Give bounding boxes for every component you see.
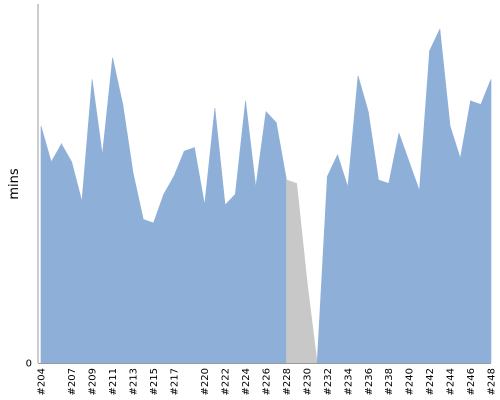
x-tick-label: #242: [425, 368, 436, 395]
area-segment-205: [50, 142, 62, 364]
area-segment-228: [286, 179, 297, 364]
x-tick-label: #220: [200, 368, 211, 395]
x-tick-label: #228: [282, 368, 293, 395]
area-segment-241: [419, 50, 430, 364]
area-segment-225: [255, 111, 267, 364]
area-segment-217: [173, 151, 185, 364]
area-segment-218: [183, 147, 195, 364]
y-axis-title: mins: [7, 168, 22, 200]
area-segment-206: [61, 142, 72, 364]
x-tick-label: #232: [323, 368, 334, 395]
x-tick-label: #211: [108, 368, 119, 395]
area-segment-245: [460, 100, 471, 364]
x-tick-label: #222: [221, 368, 232, 395]
area-segment-238: [388, 133, 400, 364]
x-tick-label: #204: [37, 368, 48, 395]
area-segment-247: [480, 79, 492, 364]
x-tick-label: #238: [384, 368, 395, 395]
x-tick-label: #236: [364, 368, 375, 395]
area-segment-210: [102, 57, 113, 364]
area-segment-223: [235, 100, 246, 364]
area-segment-207: [71, 161, 83, 364]
area-segment-216: [163, 175, 175, 364]
area-segment-213: [132, 172, 144, 364]
area-segment-227: [275, 122, 287, 364]
area-segment-233: [337, 154, 349, 364]
area-segment-242: [429, 29, 441, 364]
area-segment-224: [245, 100, 257, 364]
x-tick-label: #224: [241, 368, 252, 395]
x-tick-label: #234: [343, 368, 354, 395]
x-tick-label: #207: [67, 368, 78, 395]
area-segment-229: [296, 183, 308, 364]
x-tick-label: #217: [169, 368, 180, 395]
area-segment-240: [408, 161, 420, 364]
tick-layer: #204 #207 #209 #211 #213 #215 #217 #220 #222 #224…: [26, 359, 498, 396]
area-segment-239: [398, 133, 410, 364]
area-segment-219: [194, 147, 205, 364]
area-segment-236: [367, 111, 379, 364]
area-segment-209: [91, 79, 103, 364]
area-segment-222: [224, 193, 236, 364]
x-tick-label: #240: [405, 368, 416, 395]
area-segment-237: [378, 179, 390, 364]
area-segment-231: [316, 176, 328, 364]
area-segment-211: [112, 57, 124, 364]
area-segment-208: [81, 79, 93, 364]
area-segment-212: [122, 104, 134, 364]
x-tick-label: #248: [487, 368, 498, 395]
area-segment-234: [347, 75, 359, 364]
x-tick-label: #230: [302, 368, 313, 395]
x-tick-label: #215: [149, 368, 160, 395]
area-segment-235: [357, 75, 369, 364]
area-segment-221: [214, 108, 226, 364]
area-segment-243: [439, 29, 451, 364]
area-segment-244: [449, 125, 461, 364]
area-segment-220: [204, 108, 216, 364]
area-segment-232: [327, 154, 338, 364]
x-tick-label: #209: [88, 368, 99, 395]
x-tick-label: #213: [129, 368, 140, 395]
area-segment-204: [40, 125, 52, 364]
x-tick-label: #246: [466, 368, 477, 395]
y-tick-label: 0: [26, 359, 32, 370]
area-segment-246: [470, 100, 482, 364]
area-segment-214: [142, 218, 154, 364]
area-segment-215: [153, 194, 165, 364]
x-tick-label: #244: [446, 368, 457, 395]
area-layer: [40, 29, 492, 364]
x-tick-label: #226: [262, 368, 273, 395]
area-segment-226: [265, 110, 277, 364]
area-segment-230: [306, 280, 318, 364]
